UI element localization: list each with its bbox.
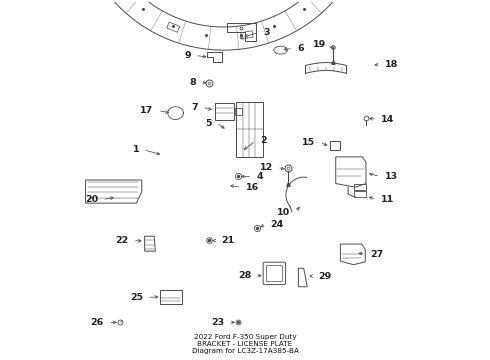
Text: 15: 15 [302, 138, 316, 147]
Text: 24: 24 [270, 220, 284, 229]
Text: 6: 6 [297, 44, 304, 53]
Text: 13: 13 [385, 172, 397, 181]
Text: 8: 8 [190, 78, 196, 87]
Text: 28: 28 [238, 271, 251, 280]
Bar [160, 290, 182, 304]
Text: 3: 3 [264, 28, 270, 37]
Text: 4: 4 [256, 172, 263, 181]
Text: 10: 10 [277, 207, 291, 216]
Text: 29: 29 [318, 271, 332, 280]
Text: 19: 19 [313, 40, 326, 49]
Bar [353, 184, 366, 190]
Text: 23: 23 [212, 318, 225, 327]
Text: 17: 17 [140, 106, 153, 115]
Text: 25: 25 [130, 293, 143, 302]
Text: 20: 20 [85, 195, 98, 204]
Bar [236, 102, 263, 157]
Bar [235, 108, 242, 115]
Text: 26: 26 [91, 318, 104, 327]
Text: 11: 11 [381, 195, 394, 204]
Text: 2022 Ford F-350 Super Duty
BRACKET - LICENSE PLATE
Diagram for LC3Z-17A385-BA: 2022 Ford F-350 Super Duty BRACKET - LIC… [192, 334, 298, 354]
Text: 14: 14 [381, 115, 394, 124]
Text: 22: 22 [115, 236, 129, 245]
Text: 9: 9 [184, 51, 191, 60]
Bar [353, 192, 366, 197]
Text: 5: 5 [206, 118, 212, 127]
Text: 12: 12 [260, 163, 273, 172]
Text: 27: 27 [370, 249, 384, 258]
Text: 1: 1 [133, 145, 139, 154]
Text: 2: 2 [260, 136, 267, 145]
Text: 7: 7 [192, 103, 198, 112]
Text: 21: 21 [221, 236, 234, 245]
Text: 18: 18 [385, 60, 398, 69]
Text: 16: 16 [245, 183, 259, 192]
